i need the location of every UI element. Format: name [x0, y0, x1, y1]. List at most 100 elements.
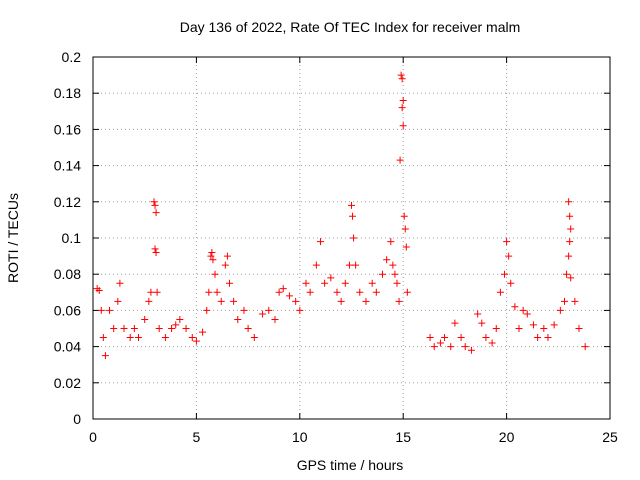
data-point [279, 285, 287, 293]
data-point [205, 288, 213, 296]
grid-lines [93, 57, 610, 419]
axis-ticks [92, 56, 611, 420]
data-point [400, 212, 408, 220]
data-point [566, 212, 574, 220]
data-point [505, 252, 513, 260]
data-point [192, 337, 200, 345]
y-tick-label: 0.2 [62, 49, 82, 65]
data-point [306, 288, 314, 296]
data-point [581, 343, 589, 351]
data-point [488, 339, 496, 347]
x-tick-label: 25 [602, 429, 618, 445]
data-point [345, 261, 353, 269]
x-tick-label: 5 [193, 429, 201, 445]
data-point [529, 321, 537, 329]
data-point [399, 122, 407, 130]
data-point [426, 334, 434, 342]
data-point [393, 279, 401, 287]
data-point [97, 306, 105, 314]
data-point [350, 234, 358, 242]
data-point [95, 286, 103, 294]
x-tick-label: 20 [499, 429, 515, 445]
data-point [151, 245, 159, 253]
x-tick-label: 10 [292, 429, 308, 445]
data-point [223, 252, 231, 260]
data-point [208, 248, 216, 256]
data-point [296, 306, 304, 314]
data-point [244, 325, 252, 332]
data-point [523, 310, 531, 318]
data-point [176, 315, 184, 323]
data-point [161, 334, 169, 342]
y-tick-label: 0.08 [54, 266, 81, 282]
data-point [172, 321, 180, 329]
data-point [225, 279, 233, 287]
data-point [341, 279, 349, 287]
data-point [337, 297, 345, 305]
data-point [106, 306, 114, 314]
data-point [356, 288, 364, 296]
data-point [565, 198, 573, 206]
data-point [292, 297, 300, 305]
data-point [155, 325, 163, 332]
data-point [250, 334, 258, 342]
data-point [501, 270, 509, 278]
data-point [240, 306, 248, 314]
data-point [150, 198, 158, 206]
data-point [467, 346, 475, 354]
data-point [221, 261, 229, 269]
data-point [147, 288, 155, 296]
data-point [234, 315, 242, 323]
data-point [403, 288, 411, 296]
x-tick-labels: 0 5 10 15 20 25 [89, 429, 618, 445]
data-point [474, 310, 482, 318]
y-tick-label: 0.04 [54, 339, 81, 355]
data-point [567, 274, 575, 282]
data-point [379, 270, 387, 278]
y-tick-label: 0.16 [54, 121, 81, 137]
y-tick-label: 0 [73, 411, 81, 427]
y-axis-label: ROTI / TECUs [5, 193, 21, 283]
data-point [302, 279, 310, 287]
x-tick-label: 15 [395, 429, 411, 445]
data-point [402, 243, 410, 251]
data-point [566, 238, 574, 246]
data-point [556, 306, 564, 314]
data-point [383, 256, 391, 264]
data-point [209, 256, 217, 264]
data-point [259, 310, 267, 318]
data-point [399, 96, 407, 104]
data-point [550, 321, 558, 329]
data-point [441, 334, 449, 342]
data-point [349, 212, 357, 220]
data-points [93, 71, 589, 360]
data-point [285, 292, 293, 300]
data-point [207, 252, 215, 260]
data-point [430, 343, 438, 351]
data-point [316, 238, 324, 246]
data-point [168, 325, 176, 332]
y-tick-labels: 0 0.02 0.04 0.06 0.08 0.1 0.12 0.14 0.16 0.18 0.2 [54, 49, 81, 427]
data-point [561, 297, 569, 305]
data-point [203, 306, 211, 314]
data-point [540, 325, 548, 332]
data-point [230, 297, 238, 305]
data-point [199, 328, 207, 336]
data-point [575, 325, 583, 332]
data-point [372, 288, 380, 296]
y-tick-label: 0.06 [54, 302, 81, 318]
data-point [397, 71, 405, 79]
data-point [511, 303, 519, 311]
data-point [534, 334, 542, 342]
data-point [368, 279, 376, 287]
data-point [395, 297, 403, 305]
data-point [567, 225, 575, 233]
data-point [544, 334, 552, 342]
y-tick-label: 0.18 [54, 85, 81, 101]
data-point [327, 274, 335, 282]
data-point [387, 238, 395, 246]
data-point [114, 297, 122, 305]
data-point [101, 352, 109, 360]
data-point [265, 306, 273, 314]
